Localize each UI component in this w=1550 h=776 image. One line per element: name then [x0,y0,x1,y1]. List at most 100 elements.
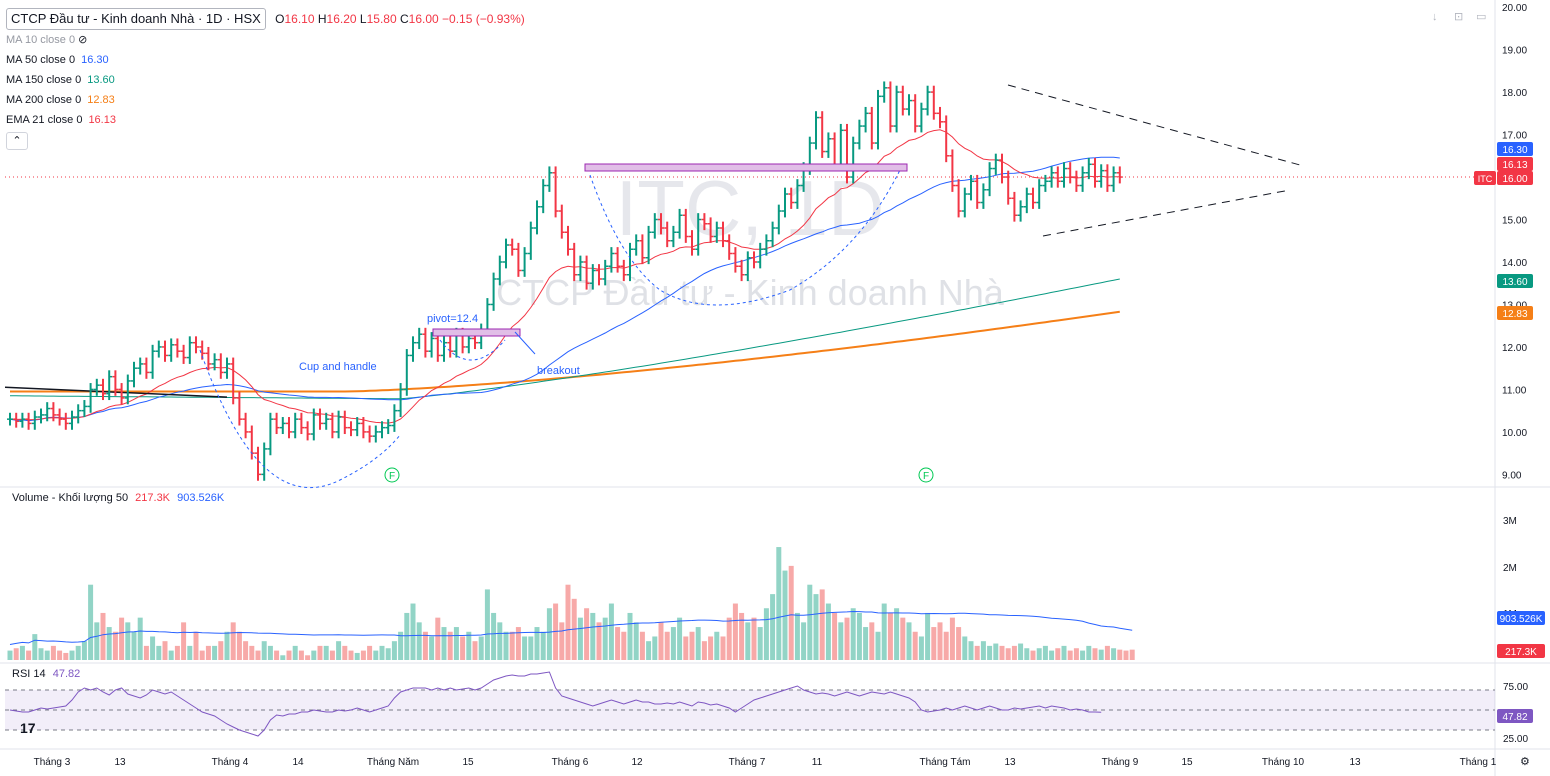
price-tag [1497,157,1533,171]
volume-tick-label: 3M [1503,516,1517,527]
volume-bar [298,650,304,660]
volume-bar [906,622,912,660]
volume-bar [125,622,131,660]
watermark-name: CTCP Đầu tư - Kinh doanh Nhà [496,272,1005,313]
price-tick-label: 15.00 [1502,216,1527,227]
price-tag [1497,274,1533,288]
indicator-ma10[interactable]: MA 10 close 0 ⊘ [6,34,88,46]
volume-bar [838,622,844,660]
time-tick-label: Tháng Tám [920,757,971,768]
breakout-label: breakout [537,365,580,377]
volume-bar [1080,650,1086,660]
volume-bar [1104,645,1110,660]
price-tick-label: 14.00 [1502,258,1527,269]
price-tick-label: 17.00 [1502,131,1527,142]
handle-curve [439,339,506,361]
collapse-legend-button[interactable]: ⌃ [6,132,28,150]
volume-bar [881,603,887,660]
volume-bar [212,645,218,660]
gear-icon: ⚙ [1520,756,1530,768]
volume-bar [819,589,825,660]
volume-bar [323,645,329,660]
price-tag [1497,306,1533,320]
price-tag [1497,171,1533,185]
volume-bar [1111,648,1117,660]
volume-bar [732,603,738,660]
volume-bar [81,641,87,660]
volume-bar [844,617,850,660]
volume-bar [1024,648,1030,660]
volume-bar [993,643,999,660]
volume-bar [912,631,918,660]
volume-bar [224,631,230,660]
flag-label: F [923,471,929,482]
volume-bar [608,603,614,660]
volume-tick-label: 2M [1503,563,1517,574]
volume-bar [931,627,937,660]
time-tick-label: Tháng 1 [1460,757,1497,768]
volume-tag [1497,611,1545,625]
tradingview-logo-icon: 17 [20,720,36,736]
volume-bar [627,612,633,660]
volume-bar [317,645,323,660]
volume-bar [112,631,118,660]
volume-bar [466,631,472,660]
volume-bar [100,612,106,660]
eye-crossed-icon[interactable]: ⊘ [78,34,88,46]
settings-icon: ▭ [1476,11,1486,23]
volume-bar [255,650,261,660]
volume-bar [329,650,335,660]
volume-bar [937,622,943,660]
volume-bar [559,622,565,660]
price-tick-label: 11.00 [1502,385,1527,396]
indicator-ma200[interactable]: MA 200 close 0 12.83 [6,94,115,106]
volume-bar [336,641,342,660]
volume-bar [342,645,348,660]
price-tick-label: 18.00 [1502,88,1527,99]
volume-bar [956,627,962,660]
volume-bar [887,612,893,660]
ema21-line [9,129,1120,424]
ma150-line [10,278,1120,400]
volume-bar [491,612,497,660]
volume-bar [875,631,881,660]
volume-bar [677,617,683,660]
time-tick-label: 13 [114,757,126,768]
price-tick-label: 20.00 [1502,3,1527,14]
volume-bar [1061,645,1067,660]
volume-bar [75,645,81,660]
volume-bar [280,655,286,660]
volume-bar [13,648,19,660]
volume-bar [776,547,782,660]
symbol-title[interactable]: CTCP Đầu tư - Kinh doanh Nhà · 1D · HSX [6,8,266,30]
price-tick-label: 12.00 [1502,343,1527,354]
volume-bar [974,645,980,660]
watermark-symbol: ITC, 1D [616,164,885,252]
volume-bar [174,645,180,660]
volume-bar [19,645,25,660]
volume-bar [1086,645,1092,660]
volume-bar [416,622,422,660]
volume-bar [1123,650,1129,660]
volume-bar [751,617,757,660]
volume-bar [701,641,707,660]
time-tick-label: Tháng Năm [367,757,419,768]
indicator-ma150[interactable]: MA 150 close 0 13.60 [6,74,115,86]
volume-bar [813,594,819,660]
volume-bar [26,650,32,660]
indicator-ma50[interactable]: MA 50 close 0 16.30 [6,54,109,66]
volume-bar [763,608,769,660]
volume-bar [441,627,447,660]
indicator-ema21[interactable]: EMA 21 close 0 16.13 [6,114,116,126]
volume-bar [503,631,509,660]
price-tag-label: 16.30 [1502,145,1527,156]
volume-bar [119,617,125,660]
volume-bar [863,627,869,660]
volume-bar [689,631,695,660]
volume-bar [1018,643,1024,660]
volume-bar [658,622,664,660]
volume-bar [311,650,317,660]
volume-bar [497,622,503,660]
volume-bar [274,650,280,660]
